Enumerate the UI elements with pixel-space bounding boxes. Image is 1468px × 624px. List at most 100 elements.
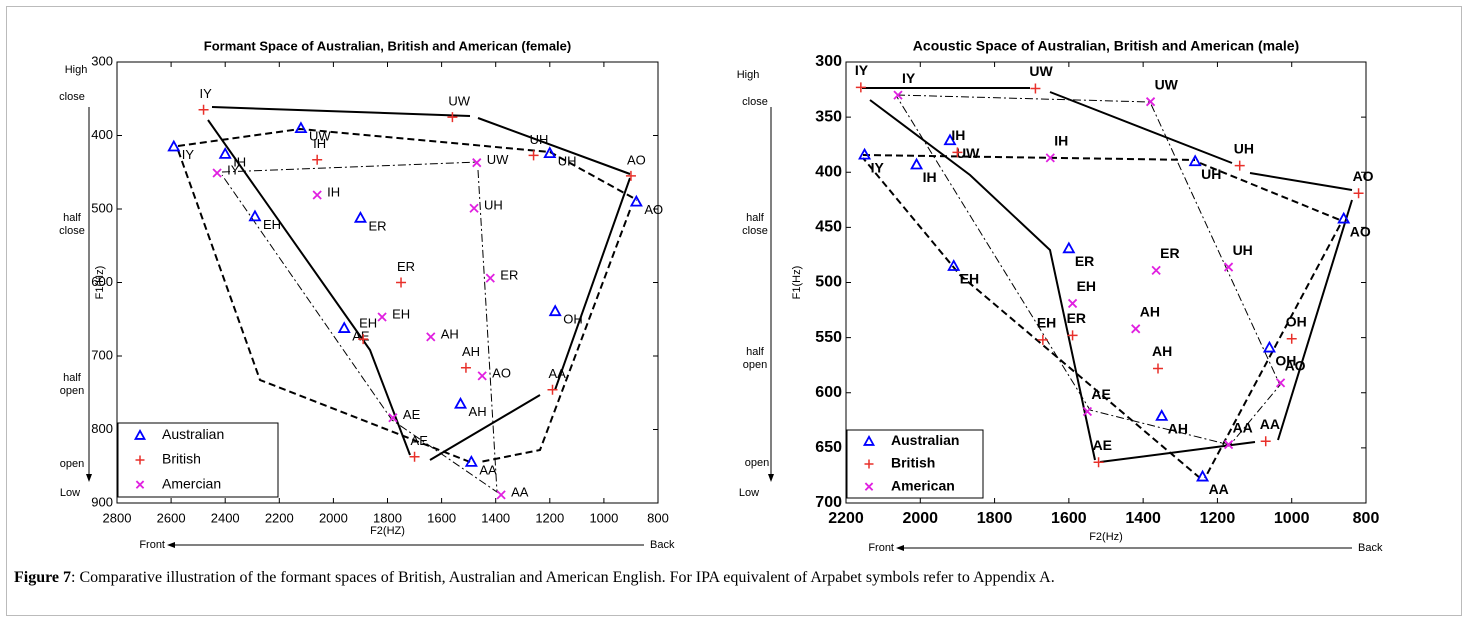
- point-label: UH: [484, 198, 503, 213]
- side-label: half close: [59, 212, 85, 237]
- point-label: AE: [403, 407, 421, 422]
- point-label: UW: [956, 145, 980, 161]
- y-tick-label: 600: [91, 274, 113, 289]
- point-label: IY: [227, 162, 240, 177]
- point-label: AE: [1093, 437, 1112, 453]
- x-tick-label: 2600: [157, 510, 186, 525]
- point: [1082, 406, 1093, 417]
- point-label: IY: [871, 159, 885, 175]
- legend-marker: [864, 482, 874, 491]
- side-label: half open: [743, 346, 767, 371]
- chart-title: Formant Space of Australian, British and…: [204, 38, 571, 53]
- point: [1286, 333, 1297, 344]
- x-tick-label: 2000: [902, 510, 938, 527]
- point-label: IH: [1054, 133, 1068, 149]
- y-tick-label: 600: [815, 384, 842, 401]
- x-tick-label: 2200: [828, 510, 864, 527]
- x-tick-label: 1600: [427, 510, 456, 525]
- point-label: AO: [492, 365, 511, 380]
- point-label: OH: [1275, 352, 1296, 368]
- legend-symbol: [135, 455, 145, 465]
- point: [1037, 334, 1048, 345]
- point: [1223, 439, 1234, 450]
- australian-outline: [862, 154, 1341, 479]
- x-tick-label: 800: [1353, 510, 1380, 527]
- x-tick-label: 2000: [319, 510, 348, 525]
- legend-symbol: [135, 480, 145, 489]
- point: [528, 150, 539, 161]
- point-label: IY: [182, 147, 195, 162]
- point: [1223, 262, 1234, 272]
- point: [426, 332, 436, 342]
- point: [1234, 160, 1245, 171]
- y-tick-label: 700: [91, 347, 113, 362]
- legend-symbol: [864, 459, 874, 469]
- y-tick-label: 650: [815, 439, 842, 456]
- point: [353, 210, 367, 223]
- point: [1093, 457, 1104, 468]
- x-tick-label: 1000: [1274, 510, 1310, 527]
- point-label: ER: [1075, 253, 1094, 269]
- point: [1151, 265, 1161, 276]
- y-tick-label: 500: [815, 274, 842, 291]
- point: [469, 203, 479, 213]
- point: [477, 371, 487, 381]
- american-outline: [896, 94, 1281, 446]
- point-label: EH: [359, 316, 377, 331]
- point: [248, 209, 262, 222]
- point: [464, 454, 478, 467]
- point-label: ER: [397, 259, 415, 274]
- point: [1337, 211, 1351, 224]
- point-label: UW: [448, 94, 470, 109]
- x-axis-label: F2(HZ): [370, 525, 405, 537]
- legend-symbol: [864, 482, 874, 491]
- point-label: IH: [313, 136, 326, 151]
- point-label: AE: [352, 329, 370, 344]
- point-label: EH: [960, 271, 979, 287]
- point: [1262, 340, 1276, 353]
- point: [947, 259, 961, 271]
- point: [625, 170, 636, 181]
- point: [485, 273, 495, 283]
- y-tick-label: 350: [815, 108, 842, 125]
- legend-label: British: [891, 455, 935, 471]
- x-tick-label: 2800: [103, 510, 132, 525]
- british-outline: [862, 87, 1353, 463]
- side-label: Low: [739, 487, 759, 499]
- point: [1145, 97, 1156, 107]
- point-label: IY: [855, 62, 869, 78]
- front-label: Front: [868, 542, 894, 554]
- side-label: half open: [60, 372, 84, 397]
- point-label: AO: [1350, 223, 1371, 239]
- point-label: UW: [487, 152, 509, 167]
- point: [1030, 83, 1041, 94]
- point-label: IH: [327, 184, 340, 199]
- point-label: AH: [441, 326, 459, 341]
- point-label: AA: [1260, 416, 1280, 432]
- back-label: Back: [1358, 542, 1383, 554]
- point: [218, 147, 232, 159]
- point-label: AO: [1353, 168, 1374, 184]
- x-tick-label: 1200: [535, 510, 564, 525]
- point-label: OH: [563, 312, 583, 327]
- point-label: ER: [1067, 310, 1086, 326]
- y-tick-label: 800: [91, 421, 113, 436]
- point: [496, 490, 506, 500]
- point: [547, 384, 558, 395]
- point: [1067, 330, 1078, 341]
- point: [910, 157, 924, 170]
- point-label: IY: [902, 70, 916, 86]
- outlines-female: [177, 106, 638, 493]
- point-label: EH: [263, 217, 281, 232]
- legend-marker: [135, 455, 145, 465]
- x-tick-label: 1200: [1200, 510, 1236, 527]
- point: [1275, 378, 1286, 388]
- legend-label: Amercian: [162, 475, 221, 491]
- point-label: AA: [549, 366, 567, 381]
- point: [312, 190, 322, 200]
- legend-label: Australian: [891, 432, 959, 448]
- point: [460, 362, 471, 373]
- figure: Formant Space of Australian, British and…: [59, 38, 1383, 554]
- x-tick-label: 1800: [977, 510, 1013, 527]
